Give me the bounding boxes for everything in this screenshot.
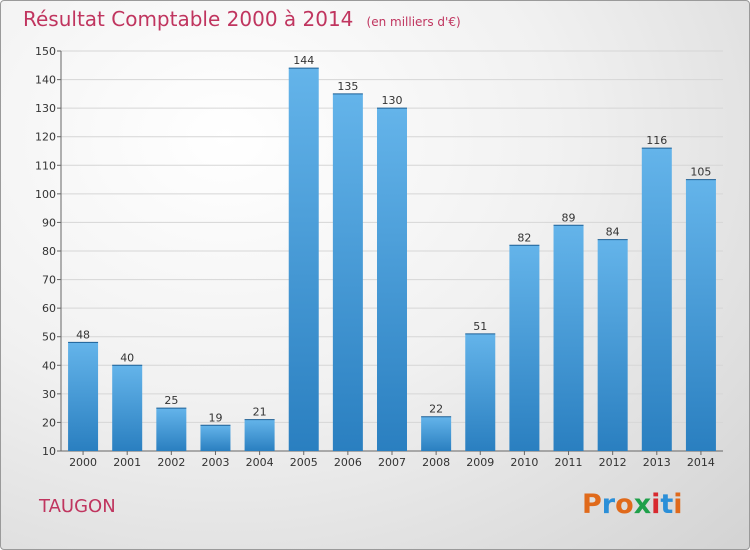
y-tick-label: 130 [35,102,56,115]
x-tick-label: 2004 [246,456,274,469]
y-tick-label: 150 [35,45,56,58]
x-tick-label: 2003 [201,456,229,469]
y-tick-label: 140 [35,74,56,87]
logo-letter: t [660,489,674,520]
x-tick-label: 2002 [157,456,185,469]
title-row: Résultat Comptable 2000 à 2014 (en milli… [23,7,461,31]
data-label: 84 [606,226,620,239]
bar [685,179,716,452]
data-label: 51 [473,320,487,333]
bar [156,408,187,451]
data-label: 105 [690,166,711,179]
bar [244,419,275,451]
chart-unit-note: (en milliers d'€) [366,15,461,29]
data-label: 89 [562,211,576,224]
bar [377,108,407,452]
bar [553,225,584,451]
bar [509,245,540,451]
data-label: 40 [120,351,134,364]
data-label: 135 [337,80,358,93]
bar [597,239,628,451]
x-tick-label: 2007 [378,456,406,469]
bar [332,93,363,451]
y-tick-label: 20 [42,416,56,429]
logo-letter: r [601,489,616,520]
bar [200,425,231,451]
proxiti-logo: Proxiti [582,489,683,520]
y-tick-label: 80 [42,245,56,258]
x-tick-label: 2012 [599,456,627,469]
data-label: 82 [517,231,531,244]
x-tick-label: 2001 [113,456,141,469]
data-label: 19 [208,411,222,424]
logo-letter: o [615,489,634,520]
x-tick-label: 2009 [466,456,494,469]
x-tick-label: 2006 [334,456,362,469]
commune-name: TAUGON [39,496,116,517]
data-label: 130 [382,94,403,107]
x-tick-label: 2014 [687,456,715,469]
y-tick-label: 40 [42,359,56,372]
y-tick-label: 10 [42,445,56,458]
x-tick-label: 2010 [510,456,538,469]
y-tick-label: 50 [42,331,56,344]
logo-letter: P [582,489,602,520]
bar [421,416,452,451]
bar [288,68,319,452]
bar [641,148,672,451]
data-label: 22 [429,403,443,416]
y-tick-label: 120 [35,131,56,144]
logo-letter: i [673,489,683,520]
data-label: 25 [164,394,178,407]
y-tick-label: 100 [35,188,56,201]
x-tick-label: 2011 [555,456,583,469]
x-tick-label: 2008 [422,456,450,469]
data-label: 144 [293,54,314,67]
data-label: 21 [253,406,267,419]
x-tick-label: 2000 [69,456,97,469]
y-tick-label: 90 [42,216,56,229]
y-tick-label: 30 [42,388,56,401]
x-tick-label: 2013 [643,456,671,469]
y-tick-label: 60 [42,302,56,315]
logo-letter: x [633,489,652,520]
bar [68,342,99,451]
y-tick-label: 70 [42,274,56,287]
chart-title: Résultat Comptable 2000 à 2014 [23,7,354,31]
x-tick-label: 2005 [290,456,318,469]
bar [112,365,143,451]
data-label: 116 [646,134,667,147]
data-label: 48 [76,328,90,341]
bar [465,333,496,451]
y-tick-label: 110 [35,159,56,172]
logo-letter: i [651,489,661,520]
